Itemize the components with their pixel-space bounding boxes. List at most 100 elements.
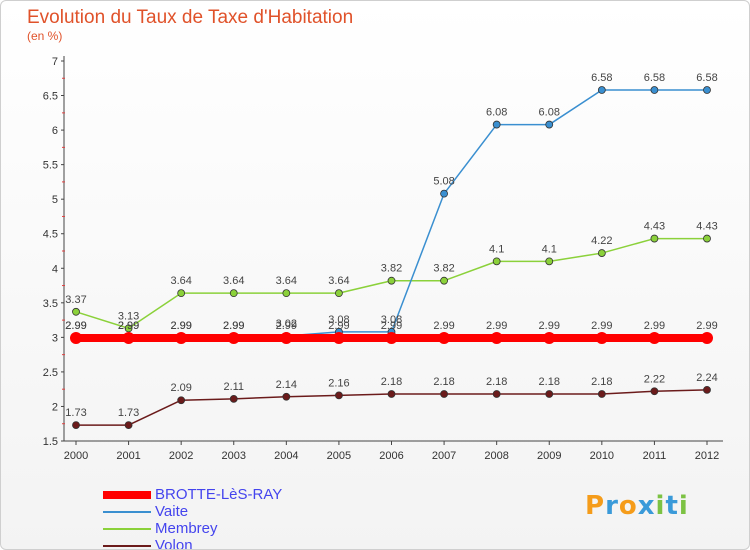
y-tick-label: 5.5 (43, 160, 58, 172)
data-point-volon (703, 385, 711, 394)
y-tick-label: 7 (52, 56, 58, 68)
data-label-volon: 1.73 (118, 407, 139, 419)
data-point-brotte-l-s-ray (175, 332, 188, 345)
x-tick-label: 2000 (64, 450, 88, 462)
data-label-membrey: 4.43 (644, 221, 665, 233)
data-point-membrey (72, 307, 80, 316)
legend-item-volon: Volon (103, 537, 323, 550)
data-label-vaite: 6.58 (644, 72, 665, 84)
data-label-brotte-l-s-ray: 2.99 (223, 320, 244, 332)
data-label-vaite: 2.99 (118, 320, 139, 332)
legend-item-membrey: Membrey (103, 520, 323, 537)
data-point-volon (282, 392, 291, 401)
data-label-brotte-l-s-ray: 2.99 (328, 320, 349, 332)
data-label-membrey: 3.64 (223, 275, 244, 287)
x-tick-label: 2012 (695, 450, 719, 462)
legend-swatch-volon (103, 545, 151, 547)
logo-letter: o (618, 491, 638, 521)
data-label-volon: 2.11 (223, 381, 244, 393)
data-point-membrey (703, 234, 711, 243)
data-label-vaite: 6.58 (696, 72, 717, 84)
data-point-vaite (440, 189, 448, 198)
legend-swatch-brotte (103, 491, 151, 499)
data-label-membrey: 4.22 (591, 235, 612, 247)
legend-item-vaite: Vaite (103, 503, 323, 520)
data-point-membrey (124, 324, 133, 333)
x-tick-label: 2010 (590, 450, 614, 462)
data-label-vaite: 6.58 (591, 72, 612, 84)
y-tick-label: 2.5 (43, 367, 58, 379)
data-label-membrey: 3.82 (433, 263, 454, 275)
data-label-volon: 2.18 (381, 376, 402, 388)
data-point-vaite (703, 86, 711, 94)
y-tick-label: 2 (52, 401, 58, 413)
x-tick-label: 2008 (484, 450, 508, 462)
data-point-membrey (597, 249, 606, 257)
data-label-volon: 2.18 (486, 376, 507, 388)
legend-label-volon: Volon (155, 537, 193, 550)
data-label-vaite: 3.08 (328, 314, 349, 326)
y-tick-label: 4.5 (43, 229, 58, 241)
data-point-membrey (545, 257, 554, 266)
data-point-membrey (282, 289, 291, 298)
data-point-membrey (650, 234, 659, 243)
data-point-membrey (229, 289, 238, 298)
data-label-volon: 2.22 (644, 373, 665, 385)
data-label-membrey: 4.43 (696, 221, 717, 233)
data-label-brotte-l-s-ray: 2.99 (118, 320, 139, 332)
logo-letter: r (605, 491, 619, 521)
data-point-volon (650, 387, 659, 396)
data-point-brotte-l-s-ray (438, 332, 451, 345)
data-point-brotte-l-s-ray (385, 332, 398, 345)
data-point-volon (229, 394, 238, 403)
x-tick-label: 2001 (116, 450, 140, 462)
data-label-volon: 1.73 (65, 407, 86, 419)
data-label-brotte-l-s-ray: 2.99 (696, 320, 717, 332)
data-label-vaite: 2.99 (223, 320, 244, 332)
data-point-brotte-l-s-ray (70, 332, 82, 345)
data-label-membrey: 4.1 (489, 243, 504, 255)
legend-label-vaite: Vaite (155, 503, 189, 520)
data-point-vaite (650, 86, 659, 94)
data-label-membrey: 3.82 (381, 263, 402, 275)
y-tick-label: 3 (52, 332, 58, 344)
legend-item-brotte: BROTTE-LèS-RAY (103, 486, 323, 503)
y-tick-label: 6 (52, 125, 58, 137)
x-tick-label: 2002 (169, 450, 193, 462)
data-label-brotte-l-s-ray: 2.99 (170, 320, 191, 332)
y-tick-label: 6.5 (43, 91, 58, 103)
data-point-membrey (387, 276, 396, 285)
logo-letter: i (678, 491, 689, 521)
data-label-vaite: 6.08 (539, 107, 560, 119)
data-point-vaite (597, 86, 606, 94)
data-label-volon: 2.18 (433, 376, 454, 388)
legend-label-membrey: Membrey (155, 520, 218, 537)
data-point-volon (597, 390, 606, 398)
data-point-volon (440, 390, 448, 398)
data-point-brotte-l-s-ray (490, 332, 503, 345)
data-point-brotte-l-s-ray (332, 332, 345, 345)
y-tick-label: 5 (52, 194, 58, 206)
data-point-membrey (177, 289, 186, 298)
data-point-volon (492, 390, 501, 398)
data-point-brotte-l-s-ray (595, 332, 608, 345)
data-label-brotte-l-s-ray: 2.99 (486, 320, 507, 332)
data-point-vaite (492, 120, 501, 129)
x-tick-label: 2011 (643, 450, 667, 462)
proxiti-logo: Proxiti (585, 491, 689, 521)
data-label-membrey: 3.64 (328, 275, 349, 287)
data-point-membrey (492, 257, 501, 266)
x-tick-label: 2004 (274, 450, 298, 462)
data-label-vaite: 5.08 (433, 176, 454, 188)
x-tick-label: 2003 (222, 450, 246, 462)
data-label-volon: 2.18 (539, 376, 560, 388)
data-label-brotte-l-s-ray: 2.99 (539, 320, 560, 332)
chart-title: Evolution du Taux de Taxe d'Habitation (27, 7, 354, 28)
x-tick-label: 2007 (432, 450, 456, 462)
data-point-brotte-l-s-ray (543, 332, 556, 345)
data-label-membrey: 4.1 (542, 243, 557, 255)
data-label-vaite: 3.08 (381, 314, 402, 326)
data-label-brotte-l-s-ray: 2.99 (65, 320, 86, 332)
